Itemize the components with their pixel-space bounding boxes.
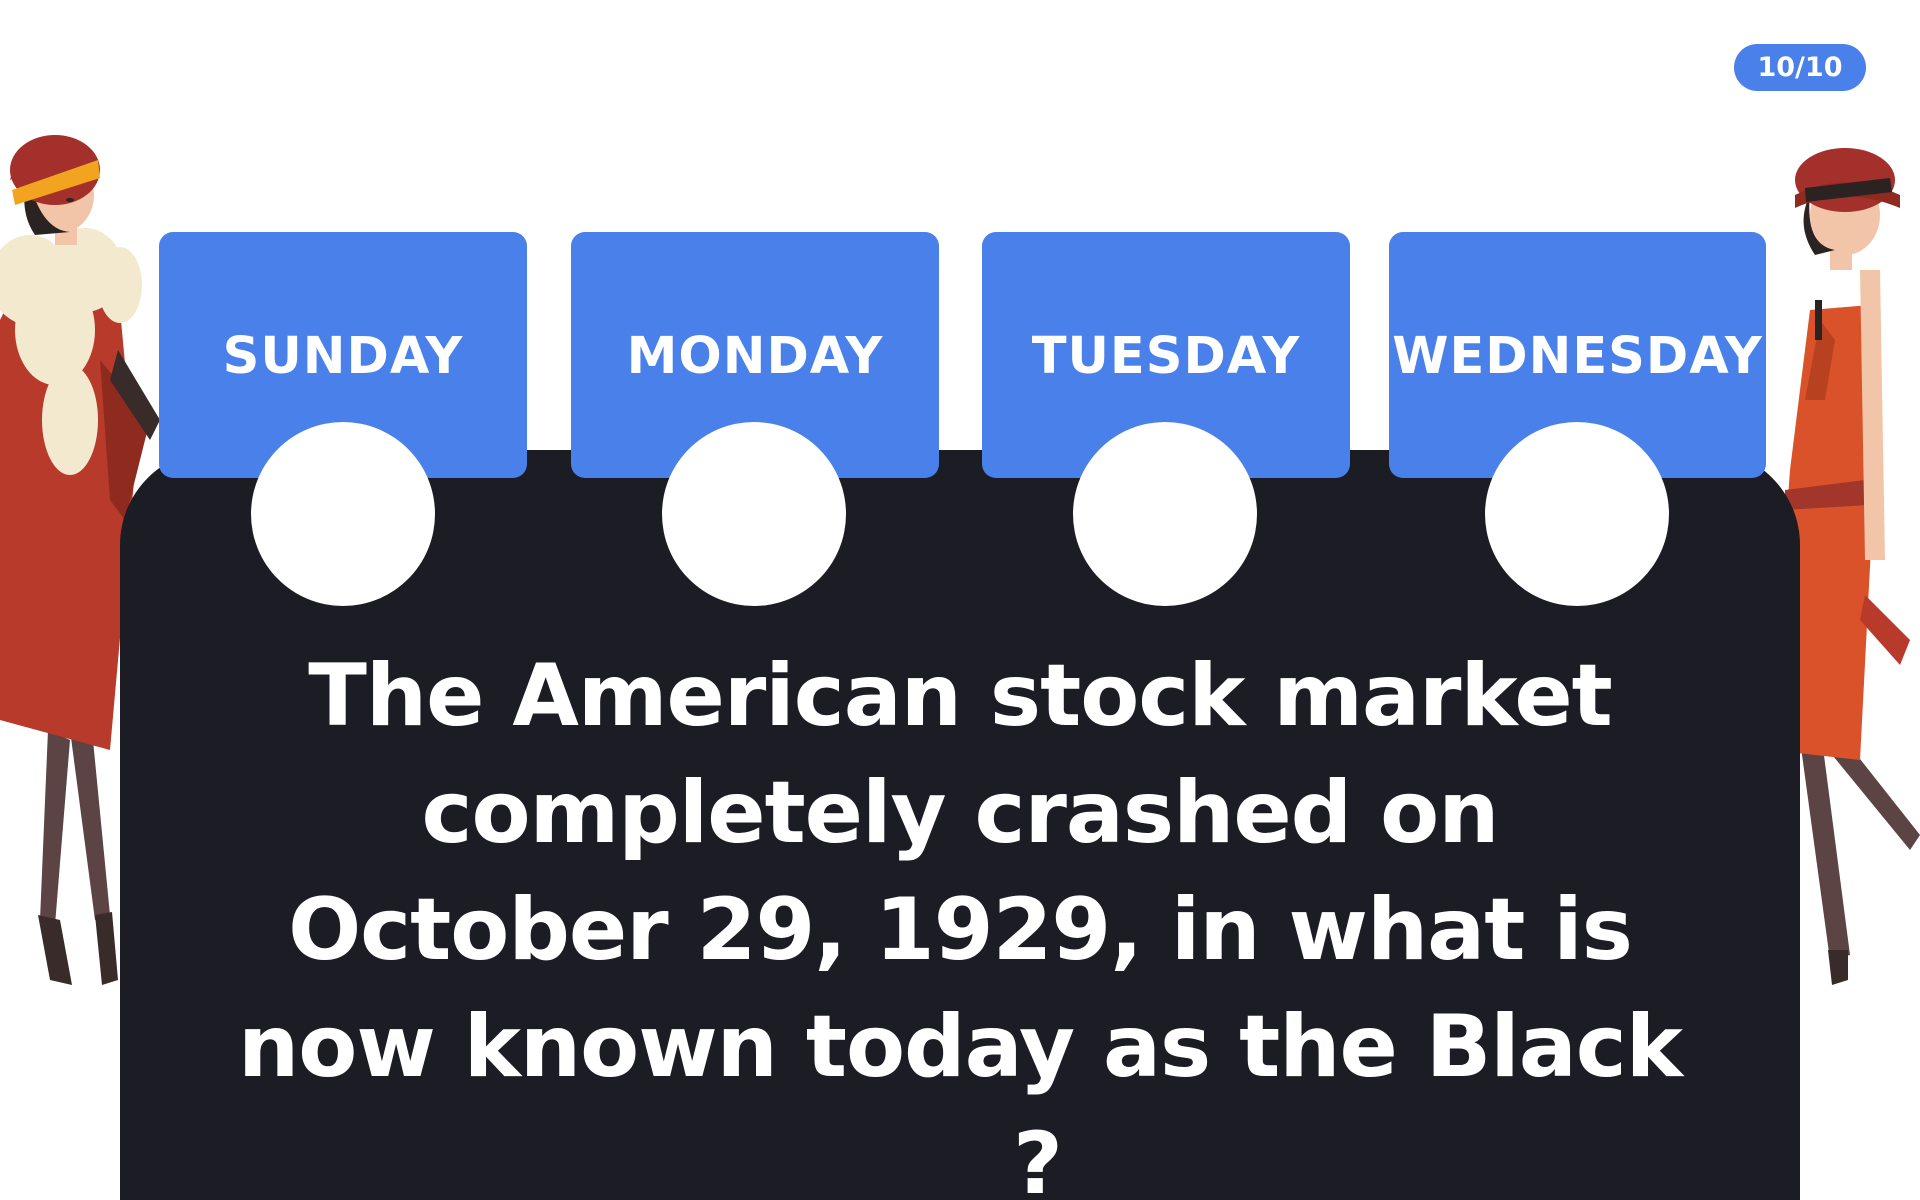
flapper-woman-left-illustration xyxy=(0,135,160,985)
answer-option-sunday[interactable]: SUNDAY xyxy=(159,232,527,478)
answer-option-label: SUNDAY xyxy=(222,327,464,386)
answer-select-circle-monday[interactable] xyxy=(662,422,846,606)
answer-select-circle-tuesday[interactable] xyxy=(1073,422,1257,606)
answer-select-circle-wednesday[interactable] xyxy=(1485,422,1669,606)
answer-option-label: TUESDAY xyxy=(1031,327,1301,386)
answer-option-label: MONDAY xyxy=(626,327,884,386)
answer-option-tuesday[interactable]: TUESDAY xyxy=(982,232,1350,478)
answer-option-label: WEDNESDAY xyxy=(1392,327,1763,386)
question-progress-badge: 10/10 xyxy=(1734,44,1866,91)
question-text: The American stock market completely cra… xyxy=(238,646,1683,1200)
answer-select-circle-sunday[interactable] xyxy=(251,422,435,606)
